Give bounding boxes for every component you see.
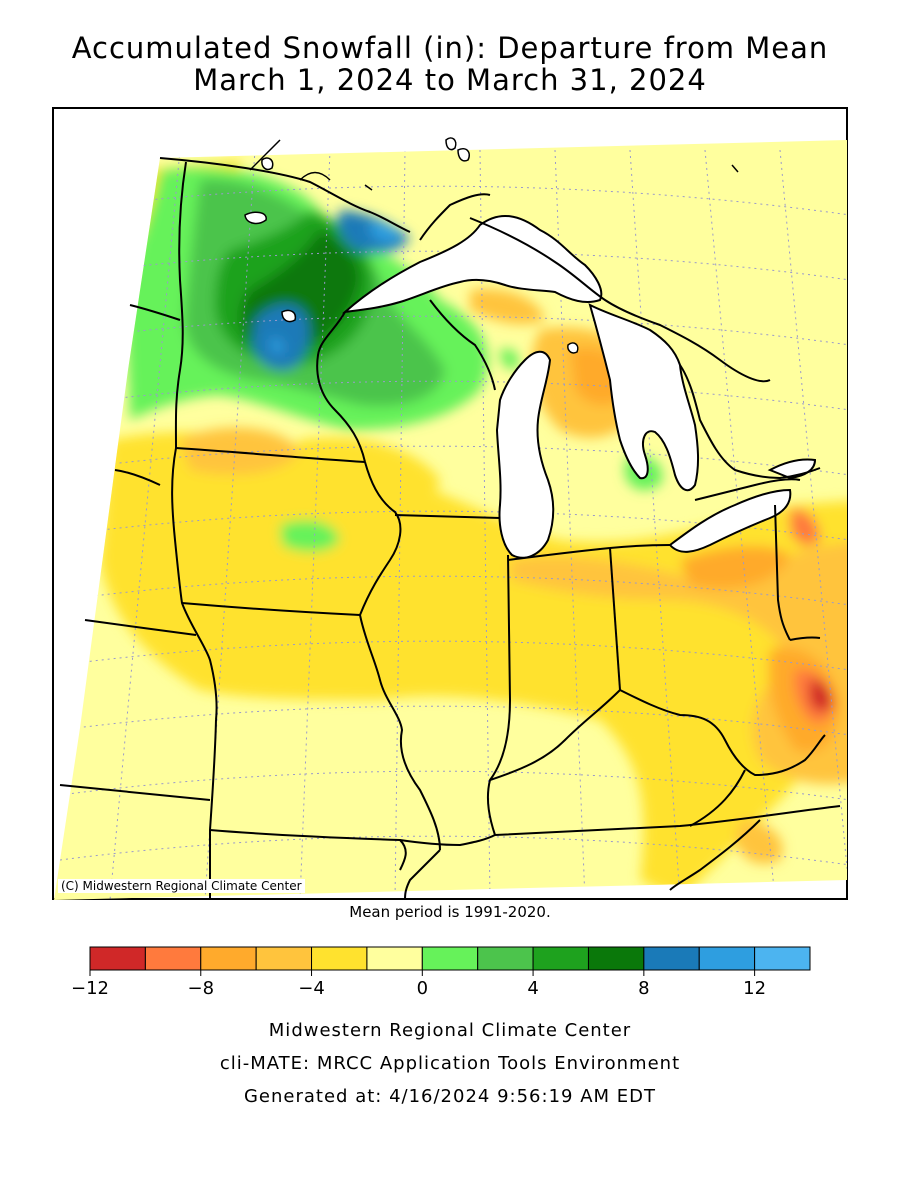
legend-swatch xyxy=(366,946,423,971)
legend-swatch xyxy=(421,946,479,971)
legend-swatch xyxy=(477,946,534,971)
legend-swatch xyxy=(754,946,811,971)
footer-organization: Midwestern Regional Climate Center xyxy=(268,1020,632,1041)
graticule xyxy=(59,149,847,900)
legend-tick-label: 8 xyxy=(638,978,649,999)
legend-tick-label: −4 xyxy=(298,978,325,999)
legend-swatch xyxy=(200,946,257,971)
legend-swatch xyxy=(532,946,589,971)
mean-period-note: Mean period is 1991-2020. xyxy=(349,903,551,921)
legend-color-bar: −12 −8 −4 0 4 8 12 xyxy=(71,946,811,999)
legend-swatch xyxy=(89,946,146,971)
legend-swatch xyxy=(255,946,313,971)
lake-michigan xyxy=(495,350,555,559)
legend-swatch xyxy=(144,946,202,971)
footer-tool-name: cli-MATE: MRCC Application Tools Environ… xyxy=(219,1053,681,1074)
lake-erie xyxy=(668,488,792,553)
legend-swatch xyxy=(311,946,368,971)
legend-tick-label: 12 xyxy=(743,978,766,999)
map-title: Accumulated Snowfall (in): Departure fro… xyxy=(71,31,829,65)
legend-tick-label: 0 xyxy=(417,978,428,999)
lake-superior xyxy=(341,214,603,314)
legend-tick-label: −8 xyxy=(187,978,214,999)
map-date-range: March 1, 2024 to March 31, 2024 xyxy=(193,63,707,97)
legend-swatch xyxy=(587,946,645,971)
great-lakes xyxy=(341,214,817,559)
map-credit: (C) Midwestern Regional Climate Center xyxy=(58,879,305,893)
legend-swatch xyxy=(643,946,700,971)
political-boundaries xyxy=(59,157,841,901)
legend-tick-label: 4 xyxy=(527,978,538,999)
legend-swatch xyxy=(698,946,756,971)
lake-huron xyxy=(588,303,699,492)
legend-tick-label: −12 xyxy=(71,978,109,999)
footer-generated-at: Generated at: 4/16/2024 9:56:19 AM EDT xyxy=(243,1086,656,1107)
shoreline-details xyxy=(249,139,739,191)
islands xyxy=(244,137,579,354)
